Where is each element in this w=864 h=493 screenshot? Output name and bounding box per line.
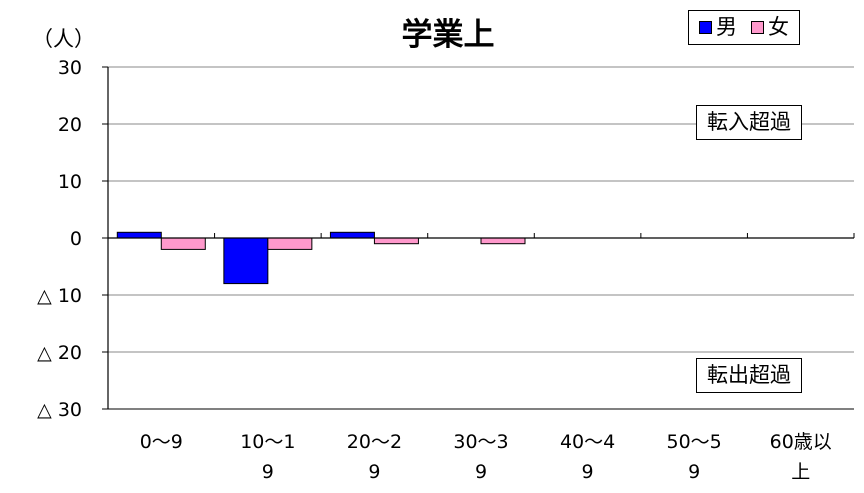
legend-swatch-male — [699, 21, 712, 34]
bar — [373, 237, 419, 245]
bar — [480, 237, 526, 245]
x-tick-label-continued: 9 — [688, 461, 700, 483]
legend: 男 女 — [688, 10, 800, 45]
legend-swatch-female — [751, 21, 764, 34]
x-tick-label-continued: 9 — [368, 461, 380, 483]
x-tick-label: 20～2 — [347, 431, 402, 453]
x-tick-label: 40～4 — [560, 431, 615, 453]
bar — [267, 237, 313, 250]
y-tick-label: △ 30 — [37, 399, 82, 421]
bar — [223, 237, 269, 285]
annotation-inflow-excess: 転入超過 — [696, 105, 802, 140]
bar — [160, 237, 206, 250]
x-tick-label-continued: 9 — [475, 461, 487, 483]
legend-item-female: 女 — [751, 17, 789, 38]
x-tick-label-continued: 9 — [262, 461, 274, 483]
y-tick-label: 30 — [58, 57, 82, 79]
legend-label-male: 男 — [716, 15, 737, 39]
x-tick-label: 60歳以 — [770, 431, 832, 453]
y-tick-label: 0 — [70, 228, 82, 250]
y-axis-unit-label: （人） — [32, 27, 95, 51]
y-tick-labels: 30 20 10 0 △ 10 △ 20 △ 30 — [37, 57, 82, 421]
bar — [116, 231, 162, 239]
y-tick-label: △ 10 — [37, 285, 82, 307]
x-tick-label: 50～5 — [667, 431, 722, 453]
x-tick-label: 0～9 — [140, 431, 183, 453]
legend-label-female: 女 — [768, 15, 789, 39]
chart-title: 学業上 — [402, 17, 495, 53]
y-tick-label: 20 — [58, 114, 82, 136]
x-tick-label: 10～1 — [240, 431, 295, 453]
x-tick-label: 30～3 — [453, 431, 508, 453]
bar — [329, 231, 375, 239]
bars — [116, 231, 526, 285]
y-tick-label: 10 — [58, 171, 82, 193]
axes — [102, 66, 855, 410]
y-tick-label: △ 20 — [37, 342, 82, 364]
x-tick-label-continued: 9 — [582, 461, 594, 483]
legend-item-male: 男 — [699, 17, 737, 38]
annotation-outflow-excess: 転出超過 — [696, 358, 802, 393]
x-tick-label-continued: 上 — [791, 461, 810, 483]
